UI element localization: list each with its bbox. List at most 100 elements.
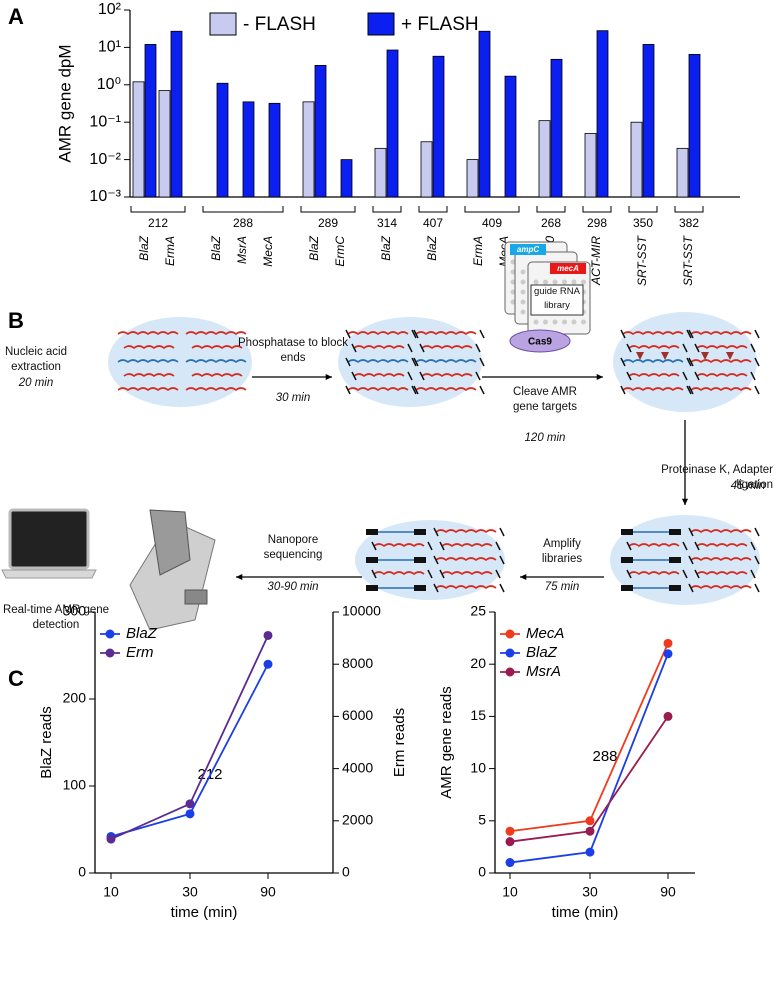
end-cap [688,329,694,339]
sample-blob [338,317,482,407]
end-cap [407,343,413,353]
step-label: Amplify libraries [541,538,583,565]
end-cap [345,357,351,367]
y-tick-label: 10⁻¹ [89,113,121,130]
end-cap [433,555,439,565]
y-tick-label: 15 [470,707,486,723]
well [510,259,516,265]
end-cap [433,583,439,593]
end-cap [427,569,433,579]
legend-swatch [367,12,395,36]
arrow-head [325,373,332,381]
y2-axis-label: Erm reads [391,708,408,777]
well [520,279,526,285]
strand [117,359,179,364]
y-tick-label: 10² [98,1,122,18]
well [520,289,526,295]
end-cap [626,371,632,381]
legend-label: MecA [526,625,564,642]
arrow-head [596,373,603,381]
group-bracket [536,206,566,213]
bar [584,133,597,198]
end-cap [750,343,756,353]
end-cap [419,343,425,353]
bar [170,30,183,198]
y-tick-label: 10⁻³ [89,188,121,205]
bar [144,44,157,198]
strand [628,571,680,576]
y-tick-label: 200 [63,690,87,706]
strand [628,345,680,350]
sample-blob [355,520,505,600]
group-label: 289 [318,216,338,230]
y2-tick-label: 2000 [342,812,373,828]
end-cap [407,371,413,381]
bar [538,120,551,198]
adapter [414,585,426,591]
strand [415,331,477,336]
end-cap [413,357,419,367]
step-label: Nanopore sequencing [263,534,323,561]
bar [340,159,353,198]
end-cap [433,527,439,537]
card-tag-label: mecA [557,264,579,273]
annotation: 288 [592,748,617,765]
end-cap [411,385,417,395]
bar [420,141,433,198]
laptop-screen [8,508,90,570]
end-cap [694,569,700,579]
well [510,289,516,295]
data-point [585,847,595,857]
bar [268,102,281,198]
card-tag [550,263,586,274]
strand [696,345,748,350]
strand [441,543,493,548]
group-bracket [674,206,704,213]
cut-site [701,352,709,360]
well [562,279,567,285]
strand [622,331,684,336]
strand [441,571,493,576]
bar [466,159,479,198]
x-tick-label: ErmC [333,236,347,267]
end-cap [754,555,760,565]
strand [696,571,748,576]
strand [690,387,752,392]
bar [314,65,327,198]
data-point [663,711,673,721]
adapter [669,557,681,563]
bar [132,81,145,198]
data-point [185,799,195,809]
x-tick-label: 30 [582,884,598,900]
end-cap [750,371,756,381]
well [571,279,577,285]
strand [353,373,405,378]
end-cap [499,555,505,565]
strand [696,373,748,378]
x-tick-label: BlaZ [379,235,393,260]
end-cap [413,329,419,339]
legend-marker [505,629,515,639]
strand [185,387,247,392]
strand [353,345,405,350]
y-tick-label: 0 [478,864,486,880]
group-bracket [300,206,356,213]
bar [216,82,229,198]
end-cap [439,569,445,579]
strand [421,373,473,378]
data-point [185,809,195,819]
strand [123,345,175,350]
step-label: Cleave AMR gene targets [513,386,577,413]
bar [596,30,609,198]
well [562,319,567,325]
arrow-head [520,573,527,581]
step-label: Real-time AMR gene detection [2,604,110,631]
strand [373,543,425,548]
legend-marker [105,629,115,639]
end-cap [688,357,694,367]
end-cap [495,541,501,551]
strand [435,529,497,534]
sequencer-lid [149,509,191,576]
y-tick-label: 20 [470,655,486,671]
y2-tick-label: 8000 [342,655,373,671]
